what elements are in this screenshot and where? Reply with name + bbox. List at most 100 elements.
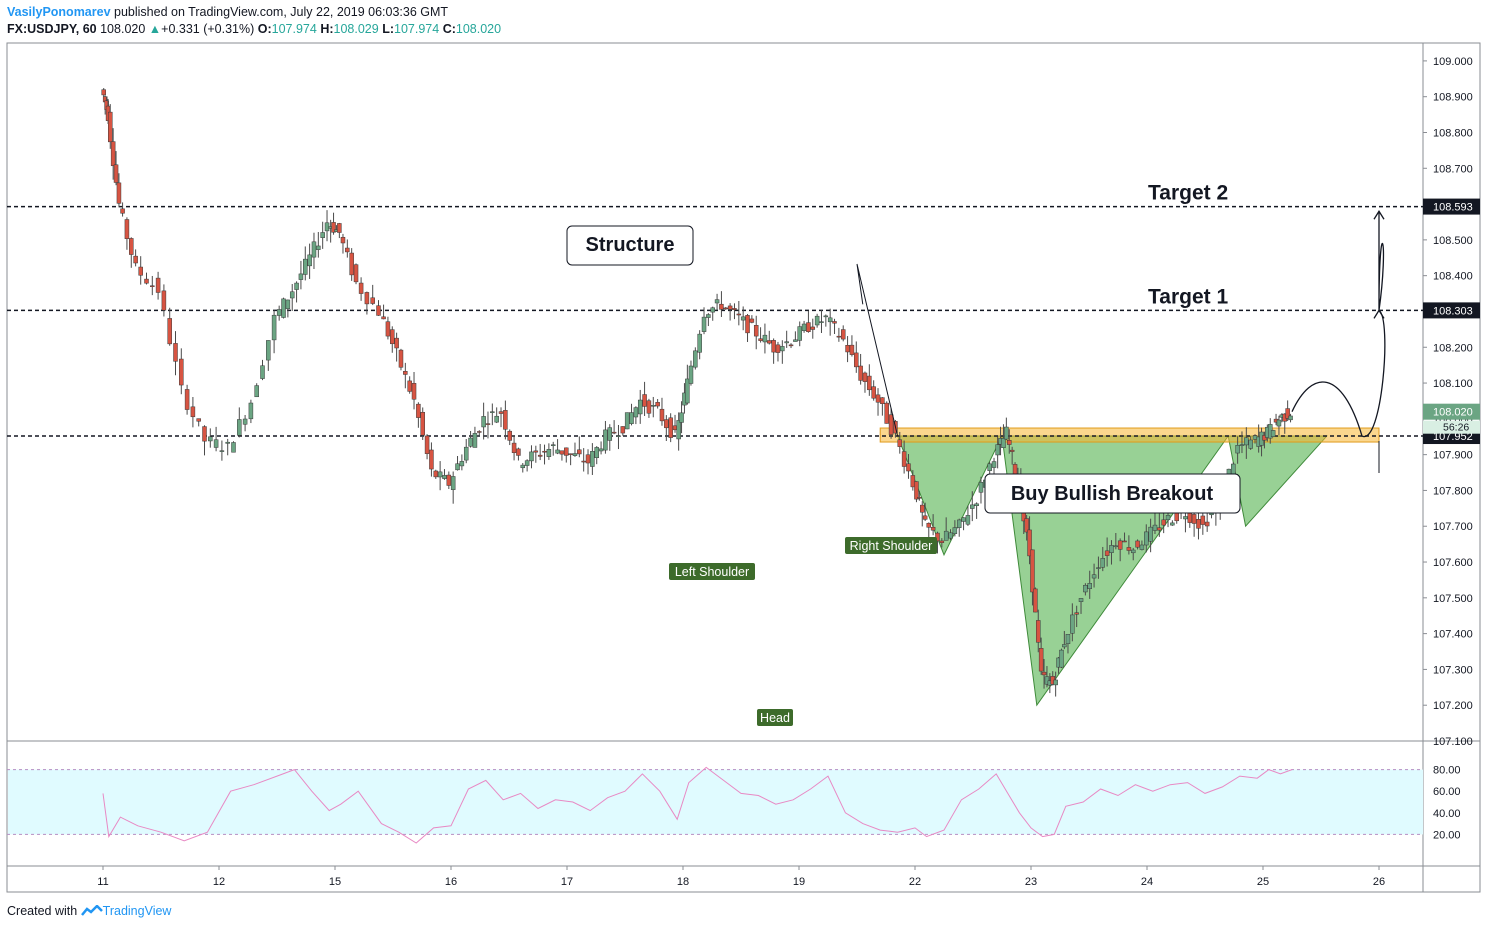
candle-body — [161, 290, 167, 311]
candle-body — [1196, 519, 1201, 529]
candle-body — [906, 463, 911, 472]
candle-body — [978, 481, 984, 493]
candle-body — [481, 416, 486, 428]
candle-body — [780, 346, 785, 352]
candle-body — [926, 522, 932, 528]
level-price-tag-label: 107.952 — [1433, 431, 1473, 443]
author-name[interactable]: VasilyPonomarev — [7, 5, 111, 19]
candle-body — [1083, 584, 1088, 593]
candle-body — [572, 453, 578, 456]
structure-pointer — [856, 263, 899, 437]
candle-body — [775, 344, 781, 353]
candle-body — [472, 433, 478, 448]
candle-body — [784, 341, 789, 344]
candle-body — [697, 333, 702, 353]
candle-body — [1030, 549, 1035, 593]
open-value: 107.974 — [271, 22, 317, 36]
price-tick-label: 108.700 — [1433, 163, 1473, 175]
right-shoulder-label: Right Shoulder — [850, 539, 933, 553]
candle-body — [150, 285, 155, 287]
candle-body — [762, 334, 768, 343]
candle-body — [524, 460, 530, 466]
candle-body — [801, 323, 807, 331]
candle-body — [420, 411, 425, 436]
candle-body — [655, 402, 660, 407]
price-chart[interactable]: 109.000108.900108.800108.700108.600108.5… — [0, 0, 1487, 900]
tradingview-logo-icon — [80, 905, 103, 916]
candle-body — [991, 461, 997, 468]
candle-body — [276, 309, 282, 316]
rsi-tick-label: 20.00 — [1433, 829, 1461, 841]
time-tick-label: 16 — [445, 876, 457, 888]
candle-body — [732, 308, 737, 310]
candle-body — [1130, 549, 1136, 554]
level-price-tag — [1423, 198, 1480, 215]
candle-body — [225, 441, 230, 444]
candle-body — [167, 318, 172, 345]
candle-body — [398, 349, 404, 368]
candle-body — [403, 371, 408, 375]
candle-body — [358, 282, 364, 294]
candle-body — [1041, 671, 1047, 676]
candle-body — [806, 322, 811, 333]
price-tick-label: 107.300 — [1433, 664, 1473, 676]
candle-body — [594, 447, 599, 459]
candle-body — [196, 418, 201, 422]
close-value: 108.020 — [455, 22, 502, 36]
candle-body — [1109, 545, 1114, 553]
low-value: 107.974 — [394, 22, 440, 36]
candle-body — [922, 515, 928, 520]
candle-body — [646, 400, 652, 414]
candle-body — [1004, 426, 1009, 440]
candle-body — [138, 266, 143, 276]
created-with-text: Created with — [7, 904, 78, 918]
symbol-legend: FX:USDJPY, 60 108.020 ▲+0.331 (+0.31%) O… — [7, 22, 501, 36]
price-tick-label: 108.400 — [1433, 271, 1473, 283]
candle-body — [995, 444, 1000, 456]
candle-body — [219, 450, 225, 452]
symbol-name[interactable]: FX:USDJPY, 60 — [7, 22, 97, 36]
candle-body — [345, 247, 350, 253]
chart-frame — [6, 42, 1481, 893]
candle-body — [917, 497, 922, 499]
candle-body — [823, 315, 829, 318]
candle-body — [814, 315, 820, 326]
candle-body — [353, 264, 359, 283]
candle-body — [585, 454, 591, 464]
candle-body — [490, 411, 495, 413]
candle-body — [1270, 430, 1276, 437]
left-shoulder-label: Left Shoulder — [675, 565, 749, 579]
candle-body — [1170, 522, 1175, 526]
price-tick-label: 108.500 — [1433, 235, 1473, 247]
low-label: L: — [382, 22, 395, 36]
tradingview-link[interactable]: TradingView — [102, 904, 172, 918]
candle-body — [1135, 540, 1140, 548]
candle-body — [316, 245, 321, 250]
candle-body — [459, 461, 465, 467]
candle-body — [965, 515, 971, 525]
breakout-zone — [879, 427, 1380, 443]
candle-body — [603, 429, 608, 451]
candle-body — [1091, 574, 1097, 579]
candle-body — [1161, 519, 1166, 526]
price-tick-label: 107.800 — [1433, 485, 1473, 497]
candle-body — [788, 344, 794, 347]
candle-body — [498, 411, 504, 414]
candle-body — [1044, 676, 1050, 685]
candle-body — [611, 431, 617, 434]
open-label: O: — [257, 22, 272, 36]
candle-body — [1262, 435, 1267, 441]
candle-body — [854, 352, 859, 368]
countdown-label: 56:26 — [1443, 422, 1469, 434]
candle-body — [1113, 545, 1119, 548]
candle-body — [242, 418, 248, 425]
candle-body — [507, 430, 512, 441]
candle-body — [271, 314, 277, 341]
target2-arrow-icon — [1373, 210, 1385, 220]
candle-body — [349, 252, 354, 276]
candle-body — [202, 426, 207, 442]
candle-body — [364, 292, 370, 305]
candle-body — [875, 394, 881, 403]
candle-body — [463, 446, 469, 461]
candle-body — [1148, 526, 1153, 542]
